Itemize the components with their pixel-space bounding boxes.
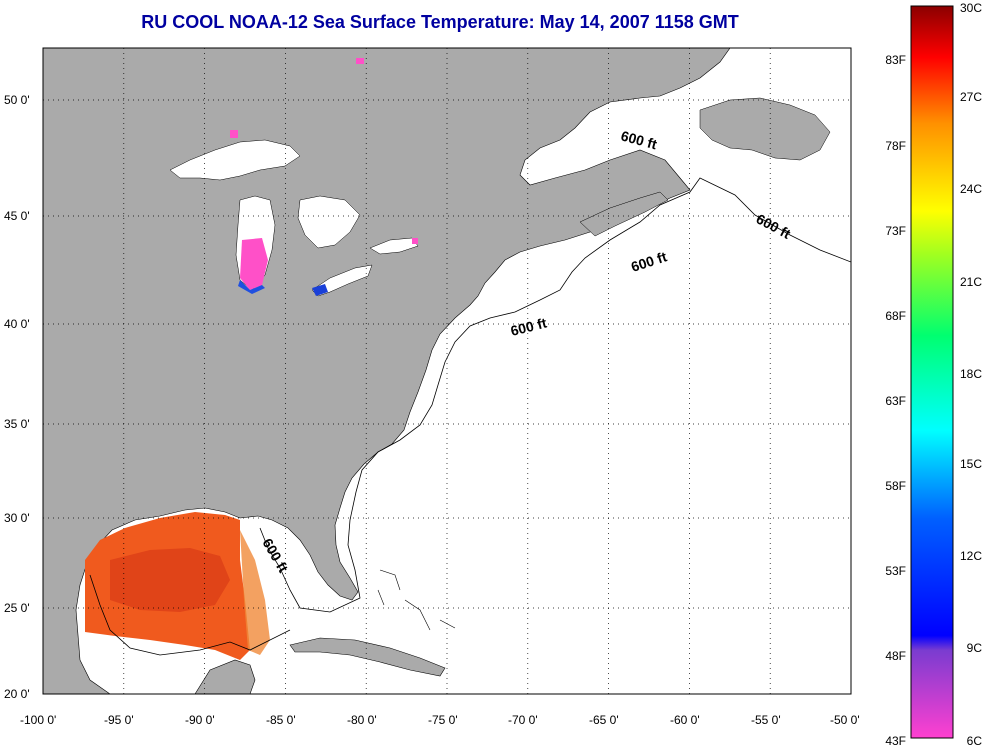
gulf-sst-warm-patch: [110, 548, 230, 612]
colorbar-f-label: 48F: [885, 649, 906, 663]
lake-huron: [297, 195, 361, 249]
lon-tick-label: -70 0': [508, 713, 538, 727]
cuba-land: [289, 637, 446, 677]
lat-axis: 50 0' 45 0' 40 0' 35 0' 30 0' 25 0' 20 0…: [4, 93, 30, 701]
lake-superior: [169, 139, 301, 181]
lake-pink-speck: [230, 130, 238, 138]
colorbar-f-label: 68F: [885, 309, 906, 323]
lon-tick-label: -60 0': [670, 713, 700, 727]
lon-tick-label: -95 0': [104, 713, 134, 727]
lon-axis: -100 0' -95 0' -90 0' -85 0' -80 0' -75 …: [20, 713, 860, 727]
isobath-600ft-gulf: [89, 574, 291, 656]
lake-michigan-cold-edge: [238, 280, 265, 294]
colorbar-c-label: 21C: [960, 275, 982, 289]
colorbar-f-label: 43F: [885, 734, 906, 748]
lat-tick-label: 45 0': [4, 209, 30, 223]
gulf-sst-edge: [240, 530, 270, 655]
lake-pink-speck: [356, 58, 364, 64]
colorbar-c-label: 27C: [960, 90, 982, 104]
colorbar-celsius-labels: 30C 27C 24C 21C 18C 15C 12C 9C 6C: [960, 1, 982, 748]
colorbar-fahrenheit-labels: 83F 78F 73F 68F 63F 58F 53F 48F 43F: [885, 53, 906, 748]
colorbar-c-label: 24C: [960, 182, 982, 196]
isobath-600ft: [259, 177, 851, 613]
nova-scotia-land: [579, 191, 669, 237]
colorbar: [910, 5, 954, 739]
lat-tick-label: 25 0': [4, 601, 30, 615]
lake-ontario: [369, 237, 419, 255]
colorbar-c-label: 30C: [960, 1, 982, 15]
north-america-land: [43, 48, 731, 694]
colorbar-c-label: 6C: [967, 734, 983, 748]
yucatan-land: [194, 659, 256, 694]
lat-tick-label: 30 0': [4, 511, 30, 525]
map-border: [42, 47, 852, 695]
lake-pink-speck: [412, 238, 418, 244]
colorbar-c-label: 9C: [967, 641, 983, 655]
colorbar-c-label: 18C: [960, 367, 982, 381]
colorbar-f-label: 83F: [885, 53, 906, 67]
colorbar-f-label: 53F: [885, 564, 906, 578]
lon-tick-label: -100 0': [20, 713, 56, 727]
lat-tick-label: 20 0': [4, 687, 30, 701]
lon-tick-label: -55 0': [751, 713, 781, 727]
lon-tick-label: -90 0': [185, 713, 215, 727]
bahamas-islands: [377, 569, 456, 631]
lon-tick-label: -65 0': [589, 713, 619, 727]
newfoundland-land: [699, 97, 831, 161]
lat-tick-label: 40 0': [4, 317, 30, 331]
lon-tick-label: -85 0': [266, 713, 296, 727]
lat-tick-label: 50 0': [4, 93, 30, 107]
lon-tick-label: -75 0': [428, 713, 458, 727]
colorbar-f-label: 73F: [885, 224, 906, 238]
colorbar-c-label: 12C: [960, 549, 982, 563]
lake-michigan-sst: [240, 238, 268, 290]
colorbar-c-label: 15C: [960, 457, 982, 471]
colorbar-f-label: 58F: [885, 479, 906, 493]
map-title: RU COOL NOAA-12 Sea Surface Temperature:…: [141, 12, 739, 32]
lon-tick-label: -80 0': [347, 713, 377, 727]
lake-erie: [311, 264, 373, 297]
lake-erie-cold: [312, 284, 328, 296]
lon-tick-label: -50 0': [830, 713, 860, 727]
colorbar-f-label: 78F: [885, 139, 906, 153]
colorbar-f-label: 63F: [885, 394, 906, 408]
lat-tick-label: 35 0': [4, 417, 30, 431]
